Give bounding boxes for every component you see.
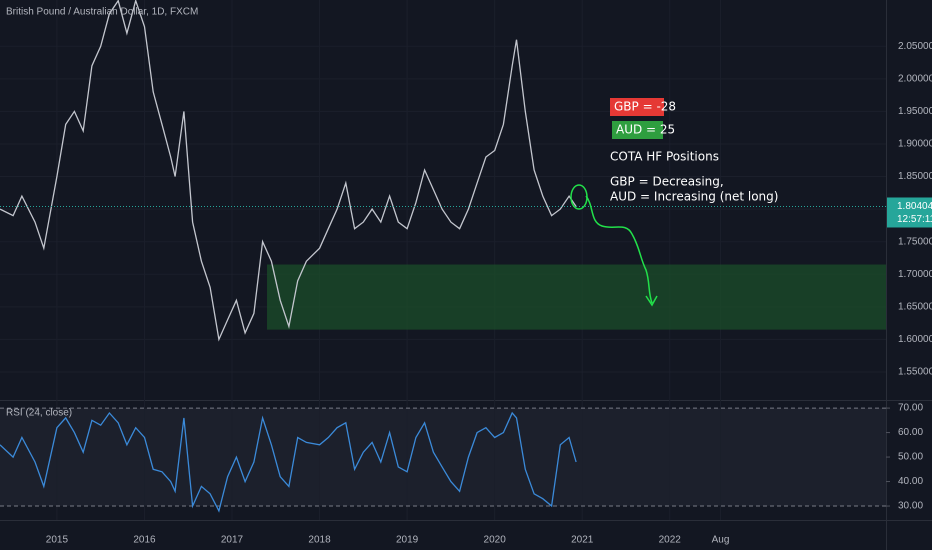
x-tick-label: 2015: [46, 535, 69, 546]
x-tick-label: Aug: [712, 535, 730, 546]
annotation: AUD = 25: [616, 123, 675, 137]
last-price-label: 1.80404: [897, 201, 932, 212]
y-tick-label: 1.95000: [898, 106, 932, 117]
y-tick-label: 1.90000: [898, 139, 932, 150]
y-tick-label: 70.00: [898, 403, 923, 414]
annotation-box: [612, 121, 663, 139]
y-tick-label: 1.85000: [898, 171, 932, 182]
annotation: GBP = Decreasing,: [610, 175, 724, 189]
x-tick-label: 2022: [659, 535, 682, 546]
annotation-box: [610, 98, 664, 116]
y-tick-label: 2.05000: [898, 41, 932, 52]
y-tick-label: 1.65000: [898, 301, 932, 312]
rsi-band: [0, 408, 886, 507]
y-tick-label: 2.00000: [898, 73, 932, 84]
target-zone: [267, 264, 886, 330]
x-tick-label: 2017: [221, 535, 244, 546]
y-tick-label: 1.60000: [898, 334, 932, 345]
y-tick-label: 30.00: [898, 501, 923, 512]
annotation: GBP = -28: [614, 100, 676, 114]
rsi-title: RSI (24, close): [6, 408, 72, 419]
y-tick-label: 1.75000: [898, 236, 932, 247]
last-price-box: [887, 197, 932, 228]
x-tick-label: 2020: [484, 535, 507, 546]
series-line: [0, 0, 577, 342]
y-tick-label: 1.70000: [898, 269, 932, 280]
y-tick-label: 60.00: [898, 427, 923, 438]
chart-title: British Pound / Australian Dollar, 1D, F…: [6, 7, 198, 18]
annotation: AUD = Increasing (net long): [610, 190, 778, 204]
y-tick-label: 1.55000: [898, 367, 932, 378]
x-tick-label: 2016: [133, 535, 156, 546]
y-tick-label: 40.00: [898, 476, 923, 487]
arrow-head: [645, 295, 658, 307]
x-tick-label: 2018: [308, 535, 331, 546]
arrow-drawing: [585, 195, 653, 304]
series-line: [0, 411, 577, 513]
y-tick-label: 50.00: [898, 452, 923, 463]
countdown-label: 12:57:11: [897, 214, 932, 225]
x-tick-label: 2021: [571, 535, 594, 546]
annotation: COTA HF Positions: [610, 150, 719, 164]
x-tick-label: 2019: [396, 535, 419, 546]
